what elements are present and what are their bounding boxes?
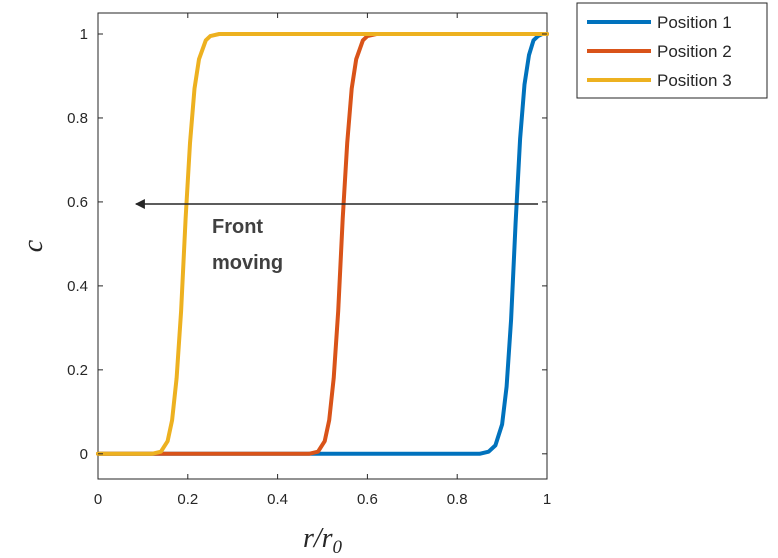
series-line-1 (96, 32, 549, 456)
series-line-2 (96, 32, 549, 456)
ticks-layer: 0 0.2 0.4 0.6 0.8 1 0 0.2 0.4 0.6 0.8 1 (67, 13, 551, 508)
annotation-layer: Front moving (134, 199, 539, 274)
y-tick-label: 1 (80, 26, 88, 43)
x-tick-label: 0.8 (447, 491, 468, 508)
y-tick-label: 0 (80, 446, 88, 463)
series-line-3 (96, 32, 549, 456)
legend-label-3: Position 3 (657, 71, 732, 90)
legend-label-1: Position 1 (657, 13, 732, 32)
x-tick-label: 1 (543, 491, 551, 508)
x-axis-title-subscript: 0 (333, 537, 343, 558)
annotation-text-line: moving (212, 252, 283, 274)
x-tick-label: 0.4 (267, 491, 288, 508)
legend-label-2: Position 2 (657, 42, 732, 61)
x-tick-label: 0.6 (357, 491, 378, 508)
x-axis-title: r/r0 (303, 523, 343, 558)
legend: Position 1 Position 2 Position 3 (576, 2, 768, 99)
plot-area (97, 12, 548, 480)
x-axis-title-main: r/r (303, 523, 333, 554)
x-tick-label: 0.2 (177, 491, 198, 508)
series-layer (96, 32, 549, 456)
y-tick-label: 0.2 (67, 362, 88, 379)
y-tick-label: 0.4 (67, 278, 88, 295)
plot-frame (97, 12, 548, 480)
annotation-text-line: Front (212, 216, 263, 238)
x-tick-label: 0 (94, 491, 102, 508)
y-tick-label: 0.8 (67, 110, 88, 127)
y-axis-title: c (18, 239, 49, 252)
y-tick-label: 0.6 (67, 194, 88, 211)
